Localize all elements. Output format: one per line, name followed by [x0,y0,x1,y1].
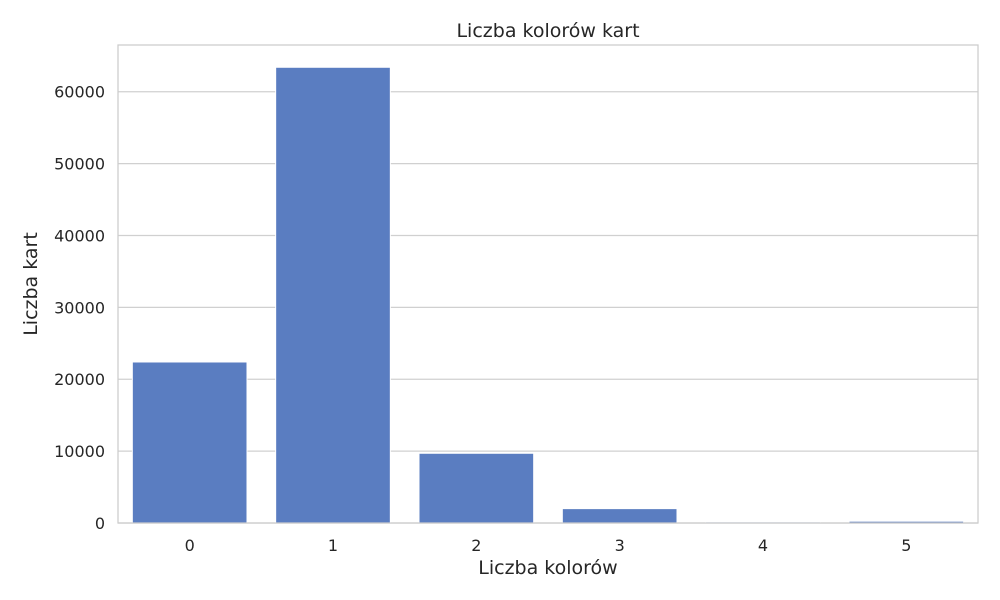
chart-title: Liczba kolorów kart [456,20,639,42]
y-tick-label: 40000 [54,226,105,245]
x-tick-label: 5 [901,536,911,555]
plot-frame [117,44,979,524]
y-tick-labels: 0 10000 20000 30000 40000 50000 60000 [54,83,105,533]
x-tick-label: 0 [185,536,195,555]
y-tick-label: 20000 [54,370,105,389]
x-tick-label: 4 [758,536,768,555]
bar-2 [418,452,535,524]
grid-layer [118,91,978,524]
x-tick-label: 2 [471,536,481,555]
bar-3 [561,508,678,524]
x-axis-title: Liczba kolorów [478,557,617,579]
x-tick-label: 1 [328,536,338,555]
bar-0 [131,361,248,524]
bars-layer [131,66,965,524]
y-tick-label: 50000 [54,155,105,174]
y-tick-label: 60000 [54,83,105,102]
y-tick-label: 0 [95,514,105,533]
y-tick-label: 10000 [54,442,105,461]
x-tick-labels: 0 1 2 3 4 5 [185,536,912,555]
y-tick-label: 30000 [54,298,105,317]
bar-1 [275,66,391,524]
y-axis-title: Liczba kart [20,232,42,336]
x-tick-label: 3 [615,536,625,555]
